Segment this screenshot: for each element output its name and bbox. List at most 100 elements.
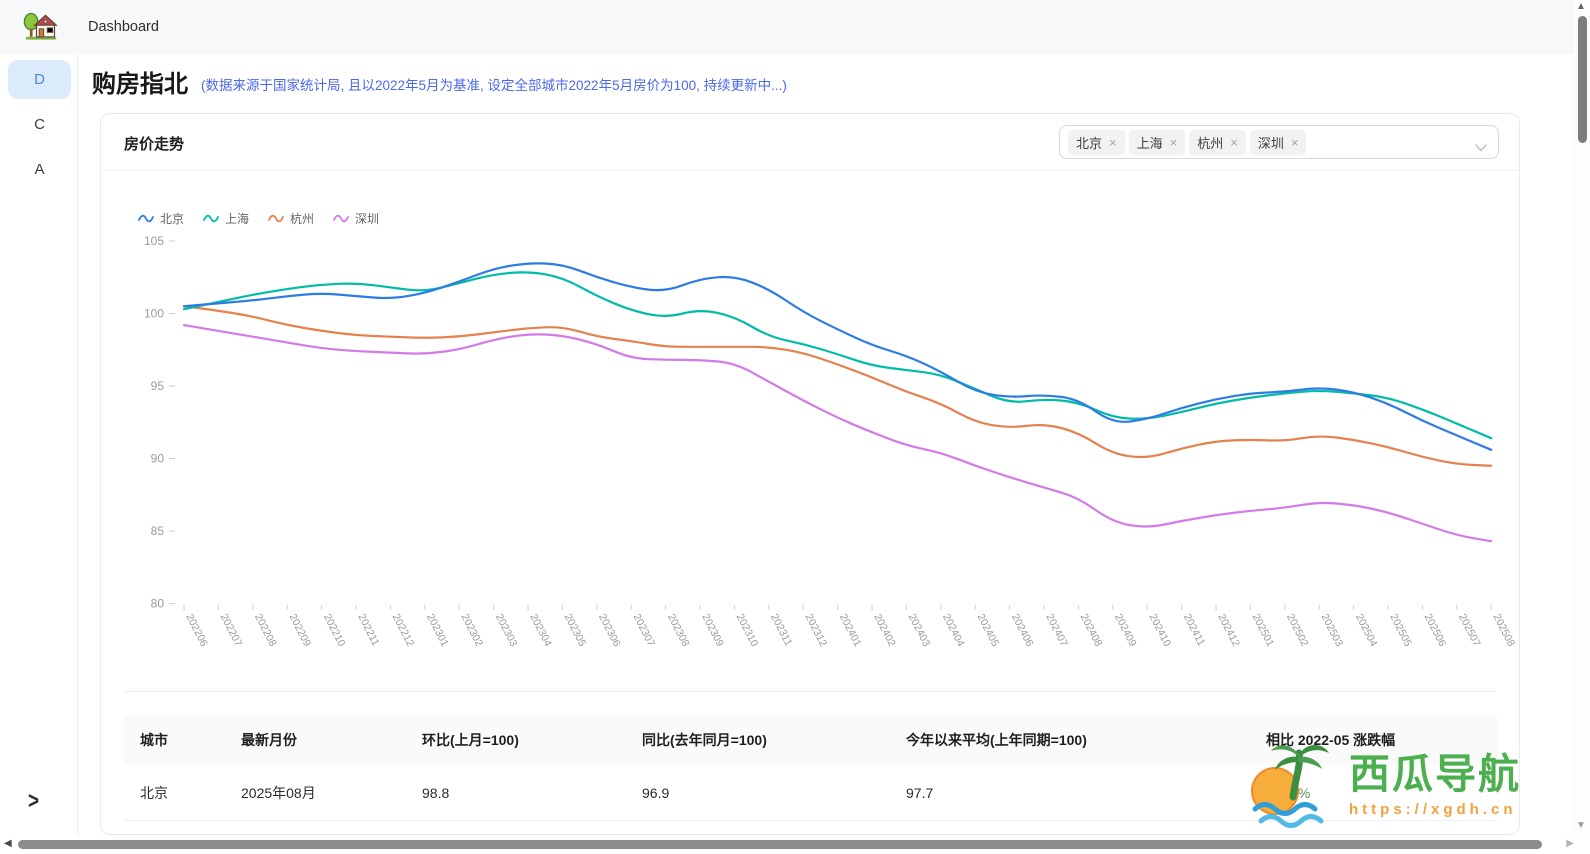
x-tick-label: 202309 xyxy=(699,612,726,649)
city-tag-深圳[interactable]: 深圳 × xyxy=(1249,129,1307,155)
sidebar-item-d[interactable]: D xyxy=(8,60,71,99)
legend-item-北京[interactable]: 北京 xyxy=(138,210,184,227)
y-tick-label: 90 xyxy=(151,452,165,466)
horizontal-scrollbar[interactable]: ◀ ▶ xyxy=(0,835,1590,854)
x-tick-label: 202211 xyxy=(355,612,381,648)
close-icon[interactable]: × xyxy=(1230,134,1238,150)
scroll-up-arrow-icon[interactable]: ▲ xyxy=(1576,1,1586,12)
table-header-cell: 城市 xyxy=(140,732,168,748)
legend-line-icon xyxy=(203,214,219,223)
app-logo-icon[interactable] xyxy=(23,10,59,44)
chevron-down-icon xyxy=(1475,139,1487,157)
x-tick-label: 202404 xyxy=(940,612,967,649)
city-tag-杭州[interactable]: 杭州 × xyxy=(1189,129,1246,155)
x-tick-label: 202401 xyxy=(837,612,864,649)
legend-label: 北京 xyxy=(160,212,185,226)
legend-item-深圳[interactable]: 深圳 xyxy=(333,210,379,227)
legend-item-上海[interactable]: 上海 xyxy=(203,210,249,227)
x-tick-label: 202505 xyxy=(1387,612,1414,649)
legend-label: 杭州 xyxy=(290,212,315,226)
x-tick-label: 202409 xyxy=(1112,612,1139,649)
series-line-北京[interactable] xyxy=(182,262,1493,451)
table-cell: 97.7 xyxy=(906,784,934,801)
y-tick-label: 100 xyxy=(144,307,164,321)
scroll-left-arrow-icon[interactable]: ◀ xyxy=(4,838,12,849)
x-tick-label: 202206 xyxy=(183,612,210,649)
x-tick-label: 202302 xyxy=(459,612,486,649)
x-tick-label: 202412 xyxy=(1215,612,1242,649)
table-cell: -9.45% xyxy=(1266,784,1311,801)
table-cell: 98.8 xyxy=(422,784,450,801)
y-tick-label: 85 xyxy=(151,524,165,538)
table-body: 北京 2025年08月 98.8 96.9 97.7 -9.45% xyxy=(124,765,1498,821)
x-tick-label: 202411 xyxy=(1181,612,1207,648)
y-tick-label: 105 xyxy=(144,234,164,248)
x-tick-label: 202304 xyxy=(527,612,554,649)
x-tick-label: 202507 xyxy=(1456,612,1483,649)
city-tag-label: 杭州 xyxy=(1197,135,1224,151)
x-tick-label: 202306 xyxy=(596,612,623,649)
sidebar-expand-button[interactable]: > xyxy=(28,788,40,815)
y-axis: 105 100 95 90 85 80 xyxy=(144,234,175,611)
house-tree-logo-icon xyxy=(23,12,58,40)
vertical-scrollbar-thumb[interactable] xyxy=(1578,16,1587,143)
y-tick-label: 80 xyxy=(151,597,165,611)
x-axis: 202206 202207 202208 202209 202210 202211 2022… xyxy=(183,605,1517,649)
price-trend-card: 房价走势 北京 × 上海 × 杭州 × 深圳 × 北京 上海 杭州 深圳 105 100 95 90 85 8… xyxy=(100,113,1520,835)
y-tick-label: 95 xyxy=(151,379,165,393)
series-line-上海[interactable] xyxy=(182,271,1493,440)
city-multiselect[interactable]: 北京 × 上海 × 杭州 × 深圳 × xyxy=(1059,125,1499,159)
card-header: 房价走势 北京 × 上海 × 杭州 × 深圳 × xyxy=(101,114,1519,171)
x-tick-label: 202506 xyxy=(1422,612,1449,649)
series-lines xyxy=(182,262,1493,543)
x-tick-label: 202408 xyxy=(1078,612,1105,649)
table-cell: 北京 xyxy=(140,784,168,801)
x-tick-label: 202212 xyxy=(390,612,417,649)
sidebar-item-a[interactable]: A xyxy=(34,161,45,178)
x-tick-label: 202405 xyxy=(975,612,1002,649)
x-tick-label: 202407 xyxy=(1043,612,1070,649)
close-icon[interactable]: × xyxy=(1109,134,1117,150)
topbar-title: Dashboard xyxy=(88,19,159,35)
page-subtitle: (数据来源于国家统计局, 且以2022年5月为基准, 设定全部城市2022年5月… xyxy=(201,78,787,93)
scroll-right-arrow-icon[interactable]: ▶ xyxy=(1566,838,1574,849)
city-tag-上海[interactable]: 上海 × xyxy=(1128,129,1186,155)
x-tick-label: 202311 xyxy=(768,612,794,648)
table-cell: 2025年08月 xyxy=(241,784,316,801)
card-section-divider xyxy=(124,691,1496,692)
horizontal-scrollbar-thumb[interactable] xyxy=(18,840,1542,849)
x-tick-label: 202308 xyxy=(665,612,692,649)
table-row[interactable]: 北京 2025年08月 98.8 96.9 97.7 -9.45% xyxy=(124,765,1498,821)
city-tag-label: 深圳 xyxy=(1257,135,1284,151)
chart-legend: 北京 上海 杭州 深圳 xyxy=(138,210,379,227)
x-tick-label: 202410 xyxy=(1147,612,1174,649)
legend-label: 深圳 xyxy=(355,212,380,226)
city-tag-北京[interactable]: 北京 × xyxy=(1068,129,1125,155)
x-tick-label: 202209 xyxy=(287,612,314,649)
x-tick-label: 202504 xyxy=(1353,612,1380,649)
close-icon[interactable]: × xyxy=(1290,134,1299,150)
vertical-scrollbar[interactable]: ▲ ▼ xyxy=(1574,0,1590,854)
x-tick-label: 202310 xyxy=(734,612,761,649)
topbar: Dashboard xyxy=(0,0,1590,54)
x-tick-label: 202305 xyxy=(562,612,589,649)
sidebar-item-c[interactable]: C xyxy=(34,116,45,133)
table-header-cell: 同比(去年同月=100) xyxy=(642,732,767,748)
table-header-cell: 相比 2022-05 涨跌幅 xyxy=(1266,732,1396,748)
close-icon[interactable]: × xyxy=(1169,134,1178,150)
series-line-深圳[interactable] xyxy=(182,324,1493,543)
table-header-row: 城市 最新月份 环比(上月=100) 同比(去年同月=100) 今年以来平均(上年同期=… xyxy=(124,715,1498,765)
series-line-杭州[interactable] xyxy=(182,305,1493,467)
x-tick-label: 202210 xyxy=(321,612,348,649)
x-tick-label: 202403 xyxy=(906,612,933,649)
x-tick-label: 202208 xyxy=(252,612,279,649)
x-tick-label: 202303 xyxy=(493,612,520,649)
legend-line-icon xyxy=(333,214,349,223)
scroll-down-arrow-icon[interactable]: ▼ xyxy=(1576,820,1586,831)
legend-item-杭州[interactable]: 杭州 xyxy=(268,210,314,227)
x-tick-label: 202301 xyxy=(424,612,451,649)
x-tick-label: 202503 xyxy=(1319,612,1346,649)
